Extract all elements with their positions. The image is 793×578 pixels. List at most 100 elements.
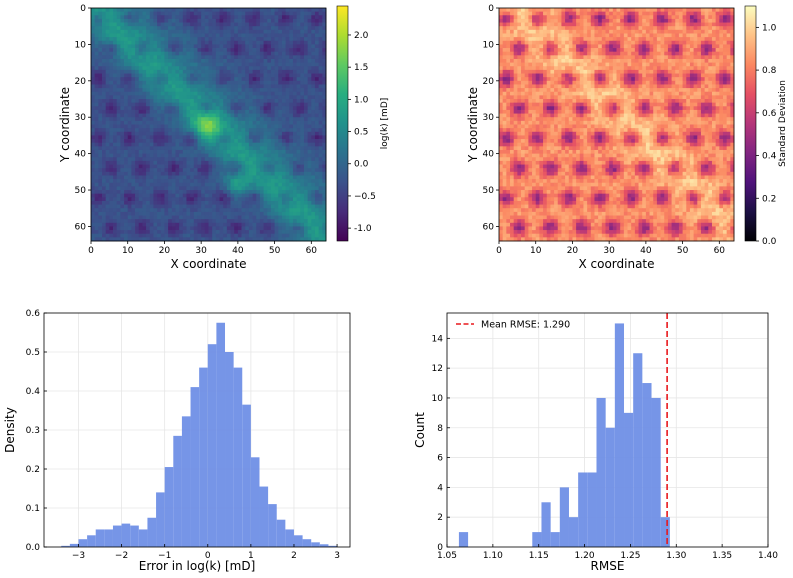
- heatmap-cell: [307, 193, 312, 198]
- heatmap-cell: [270, 197, 275, 202]
- heatmap-cell: [171, 124, 176, 129]
- heatmap-cell: [289, 26, 294, 31]
- heatmap-cell: [138, 164, 143, 169]
- heatmap-cell: [278, 233, 283, 238]
- heatmap-cell: [675, 11, 680, 16]
- heatmap-cell: [204, 142, 209, 147]
- heatmap-cell: [241, 95, 246, 100]
- heatmap-cell: [237, 142, 242, 147]
- heatmap-cell: [113, 200, 118, 205]
- heatmap-cell: [322, 106, 327, 111]
- heatmap-cell: [667, 22, 672, 27]
- heatmap-cell: [318, 146, 323, 151]
- heatmap-cell: [502, 48, 507, 53]
- heatmap-cell: [598, 15, 603, 20]
- heatmap-cell: [631, 33, 636, 38]
- heatmap-cell: [204, 222, 209, 227]
- heatmap-cell: [270, 222, 275, 227]
- heatmap-cell: [660, 44, 665, 49]
- heatmap-cell: [146, 22, 151, 27]
- heatmap-cell: [693, 11, 698, 16]
- heatmap-cell: [102, 109, 107, 114]
- heatmap-cell: [506, 29, 511, 34]
- heatmap-cell: [303, 186, 309, 191]
- heatmap-cell: [292, 215, 298, 220]
- heatmap-cell: [149, 62, 154, 67]
- heatmap-cell: [274, 88, 279, 93]
- heatmap-cell: [142, 233, 147, 238]
- heatmap-cell: [223, 33, 228, 38]
- heatmap-cell: [245, 153, 250, 158]
- heatmap-cell: [160, 99, 165, 104]
- heatmap-cell: [314, 62, 320, 67]
- heatmap-cell: [722, 40, 728, 45]
- heatmap-cell: [289, 106, 294, 111]
- heatmap-cell: [671, 48, 676, 53]
- heatmap-cell: [270, 102, 275, 107]
- heatmap-cell: [179, 18, 184, 23]
- heatmap-cell: [281, 171, 287, 176]
- heatmap-cell: [671, 37, 676, 42]
- heatmap-cell: [237, 128, 242, 133]
- heatmap-cell: [98, 193, 103, 198]
- heatmap-cell: [212, 80, 217, 85]
- heatmap-cell: [649, 48, 654, 53]
- heatmap-cell: [197, 211, 202, 216]
- heatmap-cell: [259, 69, 264, 74]
- heatmap-cell: [241, 131, 246, 136]
- heatmap-cell: [281, 102, 287, 107]
- heatmap-cell: [296, 146, 301, 151]
- heatmap-cell: [590, 51, 595, 56]
- heatmap-cell: [314, 204, 320, 209]
- heatmap-cell: [116, 58, 121, 64]
- heatmap-cell: [579, 48, 584, 53]
- heatmap-cell: [175, 186, 180, 191]
- heatmap-cell: [142, 157, 147, 162]
- y-tick-label: 10: [75, 40, 87, 50]
- heatmap-cell: [138, 237, 143, 242]
- heatmap-cell: [278, 222, 283, 227]
- heatmap-cell: [116, 139, 121, 144]
- heatmap-cell: [248, 175, 253, 180]
- heatmap-cell: [113, 95, 118, 100]
- heatmap-cell: [510, 11, 515, 16]
- heatmap-cell: [94, 124, 99, 129]
- heatmap-cell: [241, 66, 246, 71]
- heatmap-cell: [149, 200, 154, 205]
- heatmap-cell: [528, 44, 533, 49]
- heatmap-cell: [94, 80, 99, 85]
- heatmap-cell: [557, 51, 562, 56]
- heatmap-cell: [164, 171, 169, 176]
- heatmap-cell: [182, 186, 187, 191]
- heatmap-cell: [289, 164, 294, 169]
- heatmap-cell: [311, 193, 316, 198]
- heatmap-cell: [237, 22, 242, 27]
- heatmap-cell: [160, 211, 165, 216]
- heatmap-cell: [506, 37, 511, 42]
- heatmap-cell: [616, 22, 621, 27]
- heatmap-cell: [237, 99, 242, 104]
- heatmap-cell: [314, 44, 320, 49]
- heatmap-cell: [215, 33, 220, 38]
- heatmap-cell: [175, 80, 180, 85]
- heatmap-cell: [311, 204, 316, 209]
- heatmap-cell: [116, 109, 121, 114]
- heatmap-cell: [642, 33, 647, 38]
- heatmap-cell: [116, 233, 121, 238]
- heatmap-cell: [303, 99, 309, 104]
- heatmap-cell: [120, 190, 125, 195]
- heatmap-cell: [179, 91, 184, 96]
- heatmap-cell: [252, 211, 257, 216]
- heatmap-cell: [285, 99, 290, 104]
- heatmap-cell: [270, 29, 275, 34]
- heatmap-cell: [138, 106, 143, 111]
- heatmap-cell: [127, 11, 132, 16]
- heatmap-cell: [296, 77, 301, 82]
- heatmap-cell: [524, 33, 529, 38]
- heatmap-cell: [124, 160, 129, 165]
- heatmap-cell: [160, 91, 165, 96]
- heatmap-cell: [289, 215, 294, 220]
- heatmap-cell: [120, 80, 125, 85]
- heatmap-cell: [307, 62, 312, 67]
- heatmap-cell: [201, 179, 206, 184]
